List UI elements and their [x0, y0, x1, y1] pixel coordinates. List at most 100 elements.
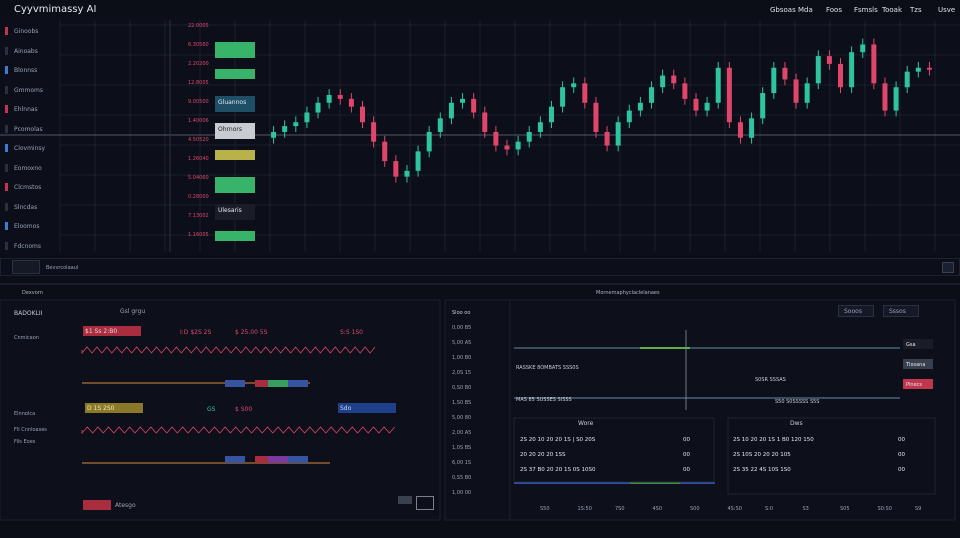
x-label: 4S0	[652, 506, 663, 512]
order-button[interactable]	[215, 42, 255, 58]
order-price: 1.16005	[188, 232, 209, 238]
candle-body	[437, 118, 443, 132]
toolbar-button[interactable]	[942, 262, 954, 273]
candle-body	[682, 83, 688, 99]
side-badge[interactable]	[903, 339, 933, 349]
watchlist-item[interactable]: Blonnss	[14, 67, 38, 74]
tag: Sdo	[340, 405, 352, 412]
x-label: S3	[802, 506, 809, 512]
list-item: 1,0S BS	[452, 445, 472, 451]
list-item: 2,0S 15	[452, 370, 472, 376]
candle-body	[882, 83, 888, 111]
watchlist-item[interactable]: Fdcnoms	[14, 242, 42, 250]
toolbar-icon[interactable]	[12, 260, 40, 274]
nav-item[interactable]: Mda	[798, 6, 813, 14]
watchlist-item[interactable]: Clovminsy	[14, 145, 46, 152]
candle-body	[849, 52, 855, 88]
watchlist-item[interactable]: Pcomolas	[14, 125, 43, 133]
x-label: S00	[690, 506, 700, 512]
nav-item[interactable]: Tzs	[910, 6, 922, 14]
list-item: 5,00 A5	[452, 340, 472, 346]
cell: 00	[898, 467, 905, 473]
tag	[85, 403, 143, 413]
button-label: Ulesaris	[218, 207, 242, 214]
candle-body	[693, 98, 699, 111]
watchlist-item[interactable]: Ehlnnas	[14, 106, 38, 113]
order-button[interactable]	[215, 123, 255, 139]
chart-note: RASSKE 8OMBATS SSS0S	[516, 365, 579, 371]
side-badge[interactable]	[903, 379, 933, 389]
watchlist-item[interactable]: Eomoxno	[14, 164, 42, 172]
side-label: Plnecs	[906, 382, 923, 388]
row-label: Fll Cnnloases	[14, 427, 47, 433]
candle-body	[304, 112, 310, 123]
order-button[interactable]	[215, 96, 255, 112]
candle-body	[893, 87, 899, 111]
panel-footer: Atesgo	[115, 502, 136, 509]
list-item: 1,00 B0	[452, 355, 472, 361]
list-item: 6,00 1S	[452, 460, 472, 466]
nav-item[interactable]: Foos	[826, 6, 842, 14]
tool[interactable]	[883, 305, 919, 317]
app-title: Cyyvmimassy AI	[14, 4, 97, 15]
candle-body	[471, 98, 477, 113]
tag: $1 Ss 2:B0	[85, 328, 118, 335]
nav-item[interactable]: Fsmsls	[854, 6, 878, 14]
footer-button[interactable]	[398, 496, 412, 504]
chart-note: MAS 85 SUSSES SISSS	[516, 397, 572, 403]
watchlist-item[interactable]: Ginoobs	[14, 28, 39, 35]
tag	[338, 403, 396, 413]
order-button[interactable]	[215, 177, 255, 193]
order-button[interactable]	[215, 231, 255, 241]
watchlist-item[interactable]: Gmmoms	[14, 86, 43, 94]
watch-marker	[5, 66, 8, 74]
section-title: Mornemaphyclaclelanaes	[596, 290, 660, 296]
order-price: 1.26040	[188, 156, 209, 162]
x-label: S0:S0	[877, 506, 892, 512]
candle-body	[793, 79, 799, 103]
nav-item[interactable]: Gbsoas	[770, 6, 796, 14]
cell: 00	[898, 452, 905, 458]
side-badge[interactable]	[903, 359, 933, 369]
candle-body	[371, 122, 377, 142]
candle-body	[515, 141, 521, 150]
candle-body	[604, 131, 610, 146]
watch-marker	[5, 124, 8, 133]
order-button[interactable]	[215, 69, 255, 79]
footer-button[interactable]	[416, 496, 434, 510]
tag: I:D $2S 2S	[180, 329, 212, 336]
watchlist-item[interactable]: Ainoabs	[14, 47, 38, 55]
candle-body	[637, 102, 643, 111]
candle-body	[493, 131, 499, 146]
tool[interactable]	[838, 305, 874, 317]
watch-marker	[5, 183, 8, 191]
candle-body	[348, 98, 354, 107]
candle-body	[660, 75, 666, 88]
legend-chip	[268, 456, 288, 463]
nav-item[interactable]: Usve	[938, 6, 956, 14]
order-button[interactable]	[215, 204, 255, 220]
list-item: 1,S0 BS	[452, 400, 472, 406]
table-header: Dws	[790, 420, 803, 427]
panel-header: BADOKLII	[14, 310, 43, 317]
candle-body	[537, 122, 543, 132]
order-price: 0.28000	[188, 194, 209, 200]
candle-body	[715, 67, 721, 103]
candle-body	[615, 122, 621, 146]
order-button[interactable]	[215, 150, 255, 160]
candle-body	[926, 67, 932, 70]
table	[513, 417, 715, 483]
x-label: S50	[540, 506, 550, 512]
candle-body	[726, 67, 732, 123]
table	[727, 417, 936, 495]
watchlist-item[interactable]: Clcmstos	[14, 184, 42, 191]
cell: 20 20 20 20 1SS	[520, 452, 566, 458]
nav-item[interactable]: Tooak	[882, 6, 902, 14]
watchlist-item[interactable]: Eloomos	[14, 223, 40, 230]
watchlist-item[interactable]: Slncdas	[14, 203, 38, 211]
panel-tab[interactable]: Gsl grgu	[120, 308, 146, 315]
candle-body	[582, 83, 588, 103]
list-item: 0,00 B5	[452, 325, 472, 331]
candle-body	[393, 161, 399, 177]
